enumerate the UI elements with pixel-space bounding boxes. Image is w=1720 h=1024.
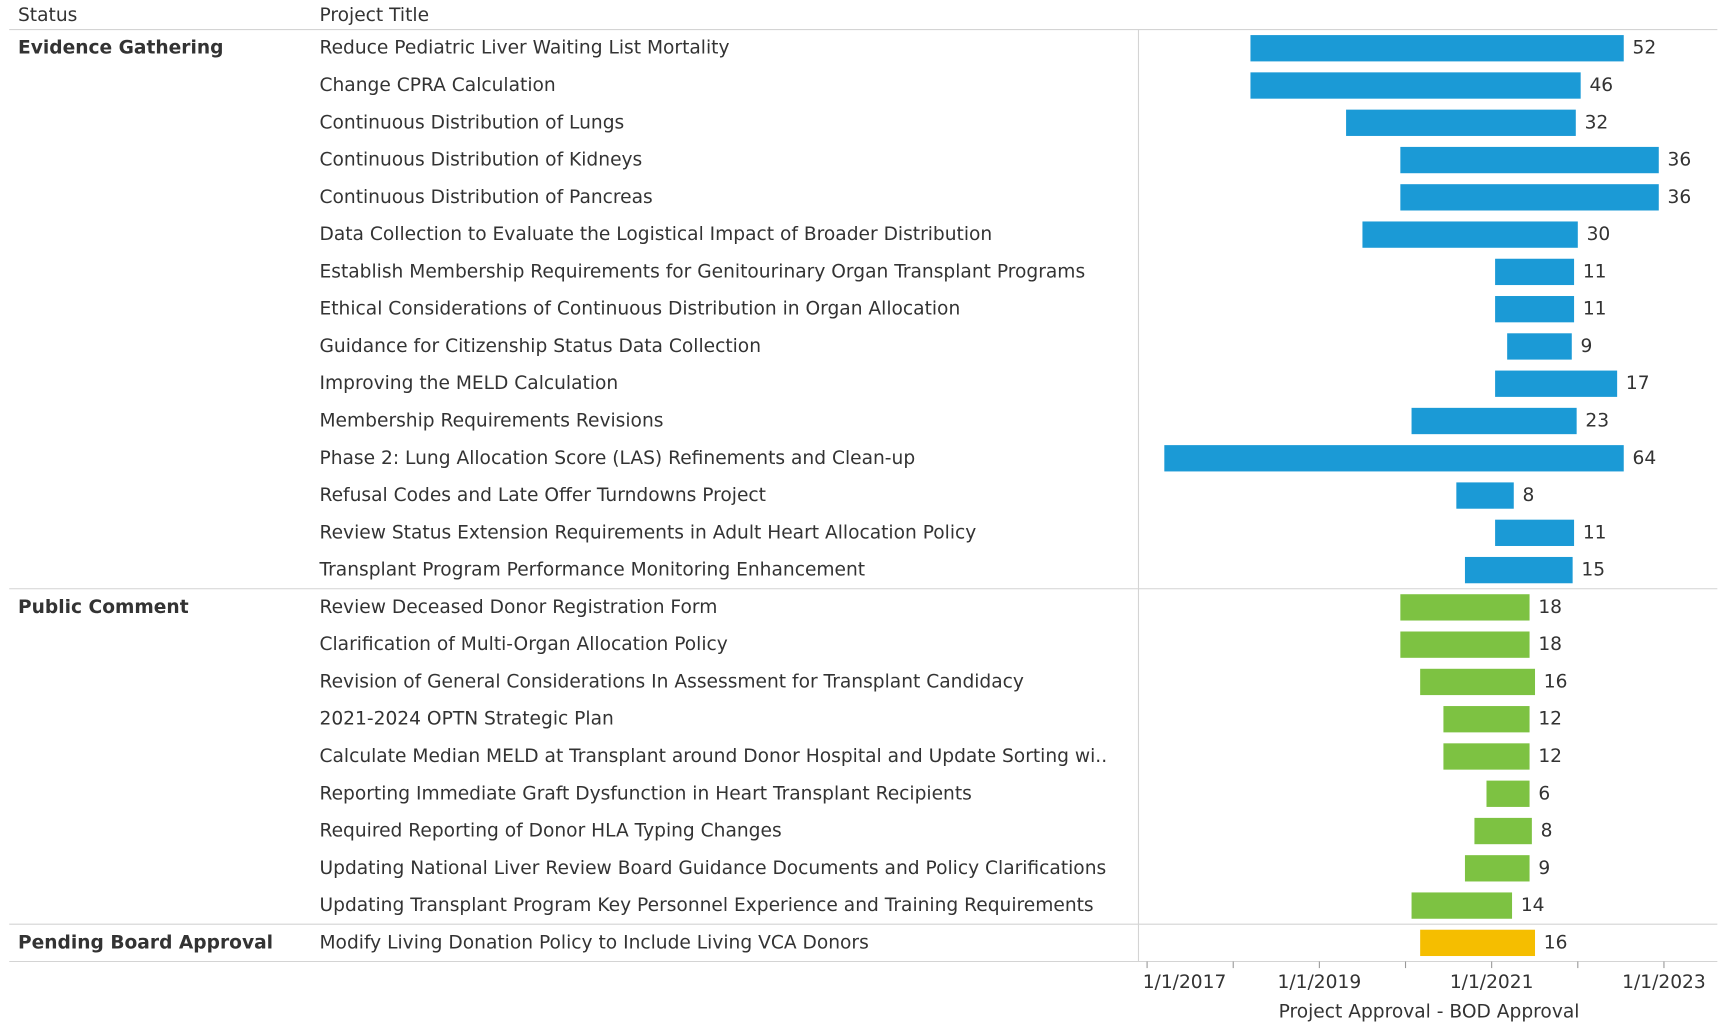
project-title: Transplant Program Performance Monitorin…: [318, 560, 865, 581]
bar: [1464, 855, 1530, 882]
value-label: 9: [1581, 336, 1593, 357]
project-title: Continuous Distribution of Pancreas: [319, 187, 652, 208]
value-label: 18: [1538, 597, 1562, 618]
project-title: Phase 2: Lung Allocation Score (LAS) Ref…: [319, 448, 915, 469]
project-title: Calculate Median MELD at Transplant arou…: [319, 746, 1107, 767]
value-label: 15: [1581, 560, 1605, 581]
project-title: Updating Transplant Program Key Personne…: [319, 895, 1093, 916]
bar: [1443, 706, 1530, 733]
project-title: Establish Membership Requirements for Ge…: [319, 261, 1085, 282]
value-label: 30: [1587, 224, 1611, 245]
value-label: 14: [1521, 895, 1545, 916]
project-title: Required Reporting of Donor HLA Typing C…: [319, 821, 781, 842]
value-label: 6: [1538, 783, 1550, 804]
value-label: 36: [1668, 150, 1692, 171]
value-label: 23: [1585, 411, 1609, 432]
project-title: Revision of General Considerations In As…: [319, 671, 1023, 692]
value-label: 16: [1544, 932, 1568, 953]
status-label: Public Comment: [18, 597, 189, 618]
status-label: Evidence Gathering: [18, 38, 223, 59]
bar: [1411, 407, 1577, 435]
bar: [1495, 519, 1575, 546]
value-label: 11: [1583, 522, 1607, 543]
project-title: 2021-2024 OPTN Strategic Plan: [319, 709, 613, 730]
bar: [1250, 35, 1624, 62]
value-label: 52: [1633, 38, 1657, 59]
x-axis-label: Project Approval - BOD Approval: [1279, 1001, 1580, 1022]
project-title: Guidance for Citizenship Status Data Col…: [319, 336, 761, 357]
value-label: 8: [1523, 485, 1535, 506]
bar: [1420, 668, 1536, 696]
project-title: Membership Requirements Revisions: [319, 411, 663, 432]
column-header: Status: [18, 5, 77, 26]
value-label: 17: [1626, 373, 1650, 394]
bar: [1464, 556, 1573, 584]
project-title: Review Deceased Donor Registration Form: [319, 597, 717, 618]
bar: [1400, 594, 1530, 621]
column-header: Project Title: [319, 5, 429, 26]
bar: [1486, 780, 1530, 807]
project-title: Ethical Considerations of Continuous Dis…: [319, 299, 960, 320]
bar: [1456, 482, 1514, 509]
project-title: Data Collection to Evaluate the Logistic…: [319, 224, 992, 245]
project-title: Modify Living Donation Policy to Include…: [319, 932, 868, 953]
bar: [1495, 258, 1575, 286]
project-title: Continuous Distribution of Kidneys: [319, 150, 642, 171]
project-title: Change CPRA Calculation: [319, 75, 555, 96]
value-label: 11: [1583, 261, 1607, 282]
bar: [1362, 221, 1578, 248]
bar: [1507, 333, 1572, 360]
value-label: 9: [1538, 858, 1550, 879]
bar: [1400, 631, 1530, 658]
value-label: 8: [1541, 821, 1553, 842]
bar: [1495, 370, 1618, 397]
value-label: 16: [1544, 671, 1568, 692]
project-title: Reporting Immediate Graft Dysfunction in…: [319, 783, 971, 804]
x-tick-label: 1/1/2023: [1622, 972, 1706, 993]
bar: [1411, 892, 1513, 919]
project-title: Refusal Codes and Late Offer Turndowns P…: [319, 485, 765, 506]
value-label: 11: [1583, 299, 1607, 320]
bar: [1400, 184, 1659, 211]
bar: [1474, 817, 1532, 845]
value-label: 32: [1585, 112, 1609, 133]
bar: [1346, 109, 1576, 136]
project-title: Reduce Pediatric Liver Waiting List Mort…: [319, 38, 729, 59]
value-label: 12: [1538, 746, 1562, 767]
bar: [1400, 146, 1659, 174]
value-label: 64: [1633, 448, 1657, 469]
x-tick-label: 1/1/2021: [1450, 972, 1534, 993]
bar: [1250, 72, 1581, 99]
status-label: Pending Board Approval: [18, 932, 273, 953]
value-label: 12: [1538, 709, 1562, 730]
project-title: Review Status Extension Requirements in …: [319, 522, 976, 543]
x-tick-label: 1/1/2017: [1143, 972, 1227, 993]
bar: [1164, 445, 1624, 472]
project-title: Updating National Liver Review Board Gui…: [319, 858, 1106, 879]
value-label: 36: [1668, 187, 1692, 208]
x-tick-label: 1/1/2019: [1278, 972, 1362, 993]
bar: [1420, 929, 1536, 957]
bar: [1443, 743, 1530, 770]
project-title: Continuous Distribution of Lungs: [319, 112, 624, 133]
value-label: 18: [1538, 634, 1562, 655]
project-title: Improving the MELD Calculation: [319, 373, 618, 394]
bar: [1495, 296, 1575, 323]
project-title: Clarification of Multi-Organ Allocation …: [319, 634, 727, 655]
value-label: 46: [1589, 75, 1613, 96]
